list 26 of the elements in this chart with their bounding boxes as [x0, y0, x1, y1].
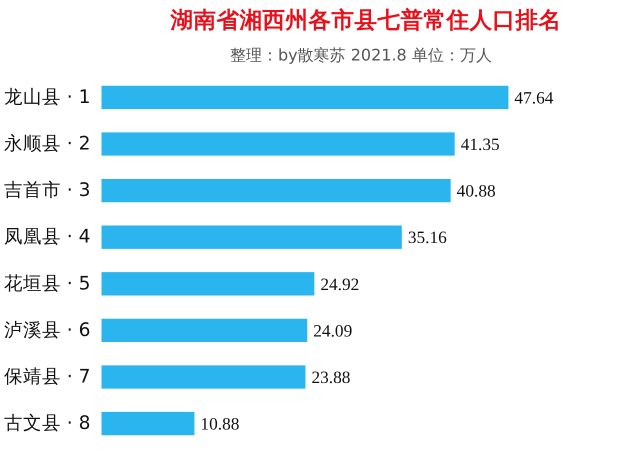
data-label: 23.88	[311, 368, 350, 387]
bar	[102, 132, 455, 156]
y-tick-label: 吉首市 · 3	[4, 179, 91, 202]
bar	[102, 272, 314, 296]
data-label: 24.09	[313, 321, 352, 340]
data-label: 47.64	[514, 88, 554, 108]
bar	[102, 412, 194, 436]
y-tick-label: 永顺县 · 2	[4, 132, 91, 155]
bar	[102, 365, 306, 389]
data-label: 40.88	[456, 182, 496, 201]
bar	[102, 178, 451, 202]
y-tick-label: 保靖县 · 7	[4, 366, 91, 388]
data-label: 10.88	[200, 414, 240, 434]
y-tick-label: 泸溪县 · 6	[4, 320, 91, 341]
y-tick-label: 凤凰县 · 4	[4, 226, 91, 248]
data-label: 24.92	[320, 274, 360, 294]
y-tick-label: 古文县 · 8	[4, 413, 91, 434]
y-tick-label: 龙山县 · 1	[4, 86, 91, 108]
chart-subtitle: 整理：by散寒苏 2021.8 单位：万人	[230, 46, 492, 64]
data-label: 35.16	[408, 228, 448, 248]
data-label: 41.35	[460, 135, 500, 154]
y-tick-label: 花垣县 · 5	[4, 273, 91, 294]
chart-title: 湖南省湘西州各市县七普常住人口排名	[170, 6, 562, 34]
bar	[102, 226, 402, 249]
bar	[102, 318, 308, 342]
bar	[102, 86, 508, 110]
